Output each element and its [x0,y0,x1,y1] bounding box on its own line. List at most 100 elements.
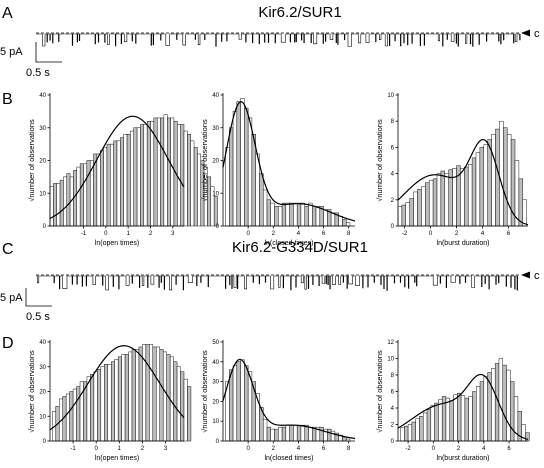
hist-bar-b-closed-19 [296,202,302,227]
y-tick-label-b-closed-4: 40 [212,93,219,99]
hist-bar-b-closed-8 [255,153,260,227]
scale-time-a: 0.5 s [26,67,50,79]
hist-bar-b-burst-13 [448,169,453,227]
scale-current-c: 5 pA [0,292,23,304]
hist-bar-b-open-28 [143,124,148,227]
y-tick-label-b-closed-2: 20 [212,159,219,165]
hist-bar-d-burst-15 [457,392,462,442]
x-tick-label-d-closed-3: 6 [322,446,326,452]
x-tick-label-d-open-4: 3 [164,446,168,452]
x-tick-label-b-closed-3: 6 [322,231,326,237]
hist-bar-b-open-49 [213,196,218,227]
hist-bar-d-closed-12 [270,428,275,442]
y-tick-label-d-open-1: 10 [39,414,46,420]
hist-bar-b-burst-2 [405,202,410,227]
hist-bar-d-burst-18 [468,396,473,442]
fit-curve-d-closed [222,358,356,440]
hist-bar-b-closed-16 [285,202,290,227]
x-tick-label-b-burst-1: 0 [429,231,433,237]
scale-current-a: 5 pA [0,46,23,58]
hist-bar-b-open-1 [53,183,57,227]
hist-bar-d-burst-4 [415,418,420,442]
x-tick-label-b-closed-2: 4 [297,231,301,237]
hist-bar-b-closed-10 [263,189,268,227]
hist-bar-d-open-31 [159,349,164,442]
y-axis-label-d-burst: √number of observations [375,350,384,433]
hist-bar-b-closed-32 [345,222,351,227]
hist-bar-b-burst-9 [432,178,438,227]
hist-bar-d-open-39 [187,386,192,442]
hist-bar-d-closed-20 [300,424,305,442]
closed-marker-label-a: c [534,28,540,40]
hist-bar-b-burst-24 [491,134,496,227]
scale-time-c: 0.5 s [26,311,50,323]
hist-bar-b-closed-22 [308,202,313,227]
hist-bar-d-burst-29 [510,381,515,442]
hist-bar-d-burst-1 [404,425,409,442]
hist-bar-d-burst-7 [426,409,432,442]
hist-bar-d-closed-25 [319,426,324,442]
y-tick-label-d-open-4: 40 [39,340,46,346]
hist-bar-b-open-26 [136,127,141,227]
x-axis-label-b-burst: ln(burst duration) [437,240,490,247]
x-tick-label-b-open-2: 1 [126,231,130,237]
hist-bar-d-closed-22 [308,426,313,442]
hist-bar-b-open-16 [103,147,108,227]
y-tick-label-d-burst-1: 2 [391,423,395,429]
x-tick-label-b-closed-4: 8 [347,231,351,237]
hist-bar-b-open-43 [193,147,198,227]
hist-bar-b-closed-20 [300,202,305,227]
hist-bar-d-burst-22 [483,376,488,442]
hist-bar-d-burst-13 [449,400,454,442]
hist-bar-b-open-27 [140,124,145,227]
hist-bar-d-open-5 [69,391,74,442]
hist-bar-d-burst-20 [476,386,481,442]
trace-c-path [36,275,518,291]
hist-bar-d-open-32 [162,351,167,442]
hist-bar-b-open-33 [160,117,165,227]
hist-bar-b-open-35 [167,117,171,227]
hist-bar-b-closed-24 [315,206,321,227]
hist-bar-b-burst-25 [495,128,500,227]
trace-title-a: Kir6.2/SUR1 [258,4,341,21]
hist-bar-b-open-23 [126,134,131,227]
y-tick-label-d-burst-5: 10 [387,357,394,363]
hist-bar-d-burst-5 [419,416,424,442]
hist-bar-b-burst-17 [464,166,469,227]
hist-bar-d-open-37 [180,371,185,442]
hist-bar-b-closed-13 [274,206,279,227]
hist-bar-b-burst-21 [479,147,485,227]
fit-curve-d-burst [397,373,529,440]
x-tick-label-d-open-0: -1 [70,446,76,452]
hist-bar-b-closed-4 [240,98,245,227]
hist-bar-d-open-23 [131,349,136,442]
hist-bar-b-closed-1 [229,127,234,227]
hist-bar-d-open-11 [90,373,95,442]
x-tick-label-d-closed-4: 8 [347,446,351,452]
hist-bar-d-open-17 [110,361,115,442]
histogram-b-burst-duration: -2 0 2 4 6 0 2 4 6 8 10 ln(burst duration) √number o… [375,93,529,247]
x-tick-label-b-burst-2: 2 [455,231,459,237]
hist-bar-b-closed-17 [289,202,294,227]
hist-bar-b-closed-12 [270,202,275,227]
x-tick-label-b-open-4: 3 [171,231,175,237]
hist-bar-d-burst-10 [438,399,443,442]
hist-bar-d-open-6 [72,388,77,442]
hist-bar-d-burst-19 [472,391,477,442]
x-tick-label-d-burst-4: 6 [507,446,511,452]
hist-bar-b-open-11 [86,160,91,227]
y-tick-label-d-burst-3: 6 [391,390,395,396]
hist-bar-b-open-15 [100,150,104,227]
panel-letter-a: A [2,5,13,22]
hist-bar-d-open-30 [156,346,160,442]
hist-bar-d-closed-4 [240,359,245,442]
x-tick-label-b-open-3: 2 [149,231,153,237]
histogram-d-closed-times: 0 2 4 6 8 0 10 20 30 40 50 ln(closed times) √number … [200,340,356,462]
closed-marker-arrow-a [521,29,530,37]
hist-bar-d-closed-1 [229,369,234,442]
y-tick-label-d-burst-6: 12 [387,340,394,346]
hist-bar-b-closed-7 [251,134,256,227]
scale-bar-c [25,288,52,307]
hist-bar-b-closed-21 [304,206,309,227]
